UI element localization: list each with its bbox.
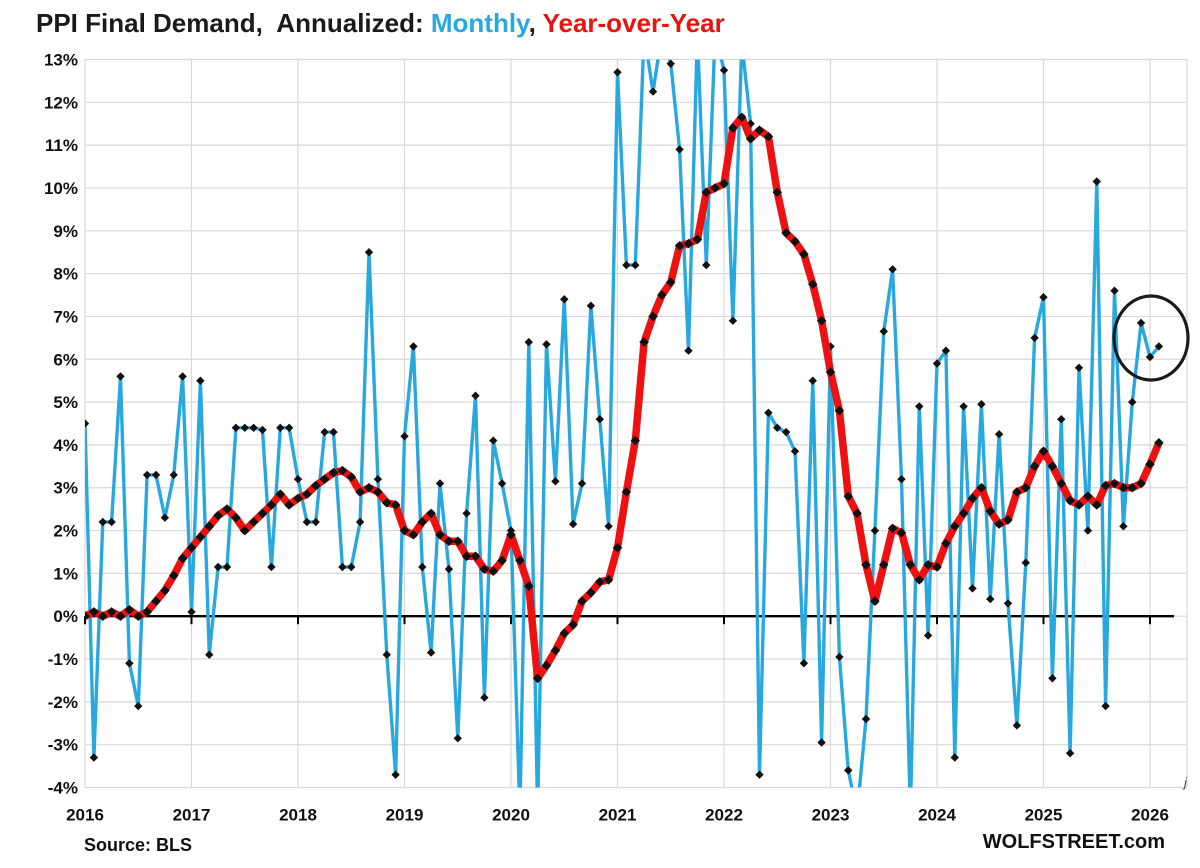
y-axis-tick-label: 6% xyxy=(53,350,78,369)
x-axis-tick-label: 2023 xyxy=(812,806,850,825)
y-axis-tick-label: 0% xyxy=(53,607,78,626)
y-axis-tick-label: 13% xyxy=(44,51,78,70)
title-separator: , xyxy=(528,8,543,38)
monthly-series-line xyxy=(85,59,1161,788)
source-note: Source: BLS xyxy=(84,835,193,855)
y-axis-tick-label: -4% xyxy=(48,779,78,798)
highlight-circle xyxy=(1112,294,1190,382)
x-axis-tick-label: 2022 xyxy=(705,806,743,825)
y-axis-tick-label: 8% xyxy=(53,265,78,284)
title-prefix: PPI Final Demand, Annualized: xyxy=(36,8,431,38)
y-axis-tick-label: -3% xyxy=(48,736,78,755)
y-axis-tick-label: 11% xyxy=(45,136,78,155)
x-axis-tick-label: 2021 xyxy=(599,806,637,825)
y-axis-tick-label: 10% xyxy=(44,179,78,198)
x-axis-tick-label: 2020 xyxy=(492,806,530,825)
y-axis-tick-label: 9% xyxy=(53,222,78,241)
title-yoy-legend: Year-over-Year xyxy=(542,8,725,38)
brand-wolfstreet: WOLFSTREET.com xyxy=(982,831,1165,853)
x-axis-tick-label: 2024 xyxy=(918,806,956,825)
y-axis-tick-label: 7% xyxy=(53,307,78,326)
page-title: PPI Final Demand, Annualized: Monthly, Y… xyxy=(36,8,725,39)
stray-edge-glyph: j xyxy=(1184,775,1187,790)
x-axis-tick-label: 2018 xyxy=(279,806,317,825)
y-axis-tick-label: 4% xyxy=(53,436,78,455)
y-axis-tick-label: -2% xyxy=(48,693,78,712)
y-axis-tick-label: 3% xyxy=(53,479,78,498)
x-axis-tick-label: 2025 xyxy=(1025,806,1063,825)
y-axis-tick-label: 5% xyxy=(53,393,78,412)
y-axis-tick-label: 12% xyxy=(44,93,78,112)
x-axis-tick-label: 2017 xyxy=(173,806,211,825)
y-axis-tick-label: 1% xyxy=(53,564,78,583)
title-monthly-legend: Monthly xyxy=(430,8,529,38)
x-axis-tick-label: 2026 xyxy=(1131,806,1169,825)
x-axis-tick-label: 2019 xyxy=(386,806,424,825)
y-axis-tick-label: -1% xyxy=(48,650,78,669)
y-axis-tick-label: 2% xyxy=(53,522,78,541)
x-axis-tick-label: 2016 xyxy=(66,806,104,825)
